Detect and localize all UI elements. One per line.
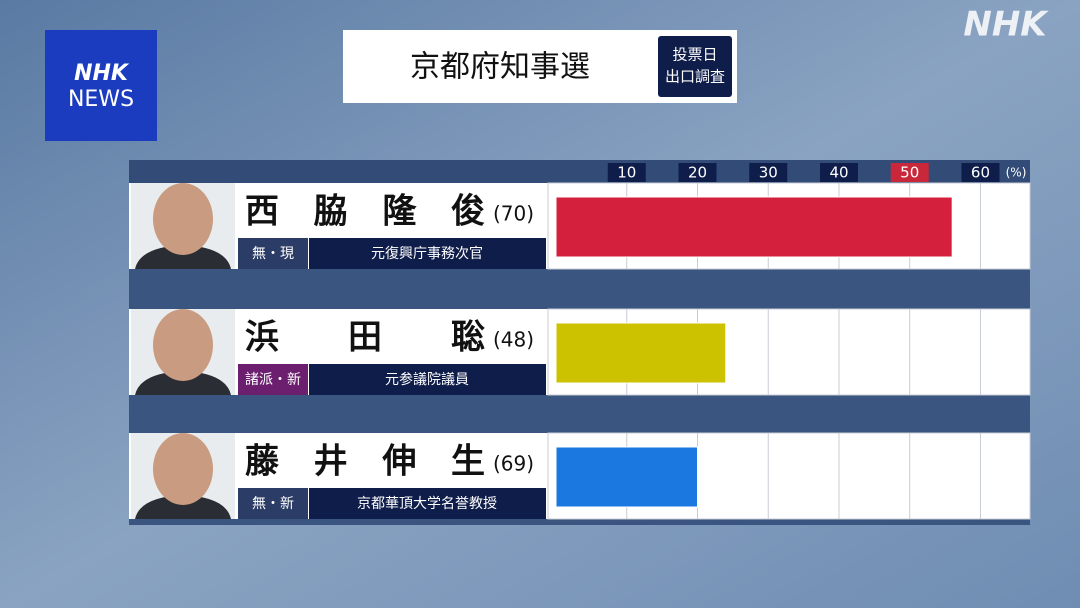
photo-face [153, 183, 213, 255]
party-label: 諸派・新 [245, 372, 301, 388]
x-tick-label: 10 [617, 164, 636, 182]
career-label: 元参議院議員 [385, 371, 469, 388]
tick-box [749, 163, 788, 182]
tick-box [678, 163, 717, 182]
career-box [309, 488, 546, 519]
x-tick-label: 50 [900, 164, 919, 182]
party-label: 無・現 [252, 246, 294, 262]
logo-box [45, 30, 157, 141]
career-box [309, 238, 546, 269]
tick-box [961, 163, 1000, 182]
party-label: 無・新 [252, 496, 294, 512]
bar [555, 446, 698, 508]
candidate-age: (48) [493, 328, 534, 352]
logo-news: NEWS [68, 87, 134, 112]
party-box [238, 238, 308, 269]
photo-body [135, 495, 231, 519]
logo-nhk: NHK [74, 61, 130, 86]
career-label: 元復興庁事務次官 [371, 245, 483, 262]
photo-face [153, 433, 213, 505]
career-label: 京都華頂大学名誉教授 [357, 496, 497, 512]
party-box [238, 488, 308, 519]
candidate-age: (70) [493, 202, 534, 226]
party-box [238, 364, 308, 395]
x-tick-label: 40 [829, 164, 848, 182]
photo-face [153, 309, 213, 381]
badge [658, 36, 732, 97]
bar [555, 196, 953, 258]
tick-box [819, 163, 858, 182]
candidate-age: (69) [493, 452, 534, 476]
x-tick-label: 20 [688, 164, 707, 182]
tick-box [890, 163, 929, 182]
bar [555, 322, 727, 384]
title: 京都府知事選 [410, 50, 590, 85]
photo-body [135, 371, 231, 395]
x-tick-label: 30 [759, 164, 778, 182]
unit-label: (%) [1006, 166, 1027, 180]
tick-box [607, 163, 646, 182]
badge-line: 投票日 [672, 46, 717, 64]
career-box [309, 364, 546, 395]
photo-body [135, 245, 231, 269]
badge-line: 出口調査 [665, 68, 725, 86]
x-tick-label: 60 [971, 164, 990, 182]
axis-band [129, 160, 1030, 183]
watermark: NHK [963, 5, 1049, 45]
